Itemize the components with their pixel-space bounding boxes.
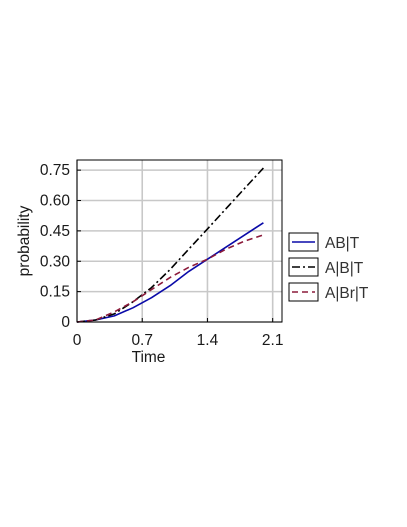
y-axis-title: probability <box>16 205 33 276</box>
plot-frame <box>76 159 283 323</box>
legend: AB|T A|B|T A|Br|T <box>288 232 369 302</box>
legend-label: A|B|T <box>325 260 364 277</box>
y-tick-label: 0.60 <box>40 193 71 210</box>
series-line-a-b-t <box>76 167 264 323</box>
legend-label: AB|T <box>325 235 360 252</box>
y-tick-label: 0.75 <box>40 162 70 179</box>
legend-label: A|Br|T <box>325 285 369 302</box>
y-tick-label: 0.45 <box>40 223 70 240</box>
x-tick-label: 0 <box>73 332 82 349</box>
y-tick-label: 0.30 <box>40 253 71 270</box>
x-tick-label: 0.7 <box>131 332 153 349</box>
series-line-a-br-t <box>76 234 264 323</box>
axis-ticks: 0 0.7 1.4 2.1 0 0.15 0.30 0.45 0.60 0.75 <box>40 162 284 349</box>
x-tick-label: 1.4 <box>197 332 219 349</box>
x-axis-title: Time <box>132 349 166 366</box>
y-tick-label: 0.15 <box>40 284 70 301</box>
series-lines <box>76 167 264 323</box>
series-line-ab-t <box>76 222 264 323</box>
x-tick-label: 2.1 <box>262 332 284 349</box>
y-tick-label: 0 <box>61 314 70 331</box>
grid <box>76 160 282 323</box>
